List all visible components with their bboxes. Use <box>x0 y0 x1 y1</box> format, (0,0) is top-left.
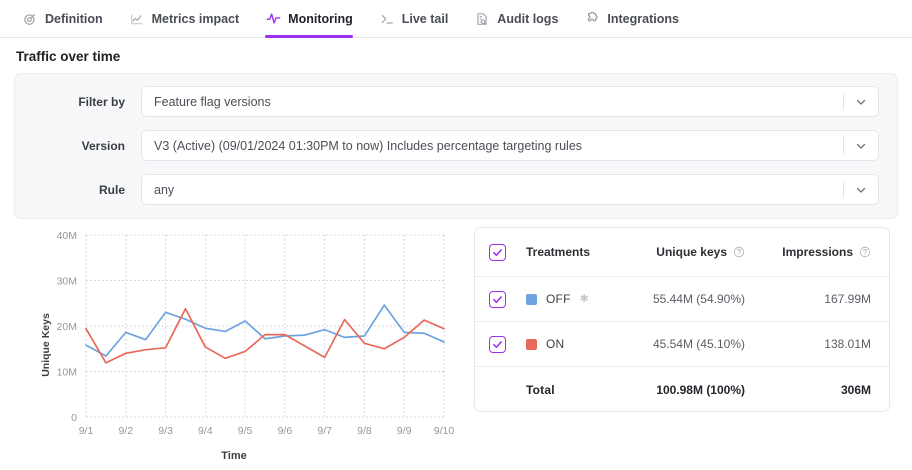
svg-text:9/7: 9/7 <box>317 425 332 437</box>
column-header-treatments: Treatments <box>526 245 591 259</box>
treatment-name: ON <box>546 337 565 351</box>
table-row[interactable]: OFF ✱ 55.44M (54.90%) 167.99M <box>475 277 889 322</box>
puzzle-icon <box>584 11 600 27</box>
filter-row-version: Version V3 (Active) (09/01/2024 01:30PM … <box>15 130 897 161</box>
version-select[interactable]: V3 (Active) (09/01/2024 01:30PM to now) … <box>141 130 879 161</box>
chevron-down-icon[interactable] <box>844 96 878 108</box>
document-search-icon <box>474 11 490 27</box>
unique-keys-value: 45.54M (45.10%) <box>652 337 745 351</box>
tab-label: Metrics impact <box>151 11 240 26</box>
svg-text:9/2: 9/2 <box>118 425 133 437</box>
chevron-down-icon[interactable] <box>844 184 878 196</box>
tab-label: Integrations <box>607 11 679 26</box>
tab-definition[interactable]: Definition <box>22 0 103 38</box>
svg-text:30M: 30M <box>57 275 77 287</box>
filter-row-rule: Rule any <box>15 174 897 205</box>
traffic-chart[interactable]: Unique Keys 0 10M 20M 30M 40M 9/1 9/2 9/3 9/4 9/5… <box>0 227 468 462</box>
filter-panel: Filter by Feature flag versions Version … <box>14 73 898 219</box>
svg-text:9/5: 9/5 <box>238 425 253 437</box>
impressions-value: 167.99M <box>824 292 871 306</box>
tab-monitoring[interactable]: Monitoring <box>265 0 353 38</box>
divider <box>843 181 844 198</box>
divider <box>843 137 844 154</box>
total-impressions: 306M <box>840 382 871 397</box>
terminal-icon <box>379 11 395 27</box>
filter-by-select[interactable]: Feature flag versions <box>141 86 879 117</box>
rule-select[interactable]: any <box>141 174 879 205</box>
chart-and-legend: Unique Keys 0 10M 20M 30M 40M 9/1 9/2 9/3 9/4 9/5… <box>0 219 912 462</box>
tab-label: Audit logs <box>497 11 559 26</box>
filter-label: Filter by <box>78 94 125 109</box>
divider <box>843 93 844 110</box>
tab-bar: Definition Metrics impact Monitoring Liv… <box>0 0 912 38</box>
table-header-row: Treatments Unique keys Impressions <box>475 228 889 277</box>
page-title: Traffic over time <box>16 49 121 64</box>
line-chart-icon <box>129 11 145 27</box>
chevron-down-icon[interactable] <box>844 140 878 152</box>
svg-text:9/6: 9/6 <box>278 425 293 437</box>
svg-text:9/1: 9/1 <box>79 425 94 437</box>
svg-text:9/4: 9/4 <box>198 425 213 437</box>
tab-label: Live tail <box>401 11 449 26</box>
svg-text:10M: 10M <box>57 366 77 378</box>
svg-text:20M: 20M <box>57 321 77 333</box>
filter-label: Rule <box>98 182 125 197</box>
unique-keys-value: 55.44M (54.90%) <box>652 292 745 306</box>
tab-metrics-impact[interactable]: Metrics impact <box>129 0 240 38</box>
series-color-swatch-on <box>526 338 537 350</box>
treatments-table: Treatments Unique keys Impressions <box>474 227 890 412</box>
svg-text:9/10: 9/10 <box>434 425 455 437</box>
svg-text:0: 0 <box>71 412 77 424</box>
tab-label: Monitoring <box>288 11 353 26</box>
chart-plot: 0 10M 20M 30M 40M 9/1 9/2 9/3 9/4 9/5 9/6 9/7 9/8 9/9… <box>57 230 455 437</box>
column-header-impressions: Impressions <box>782 245 853 259</box>
tab-live-tail[interactable]: Live tail <box>379 0 449 38</box>
filter-by-value: Feature flag versions <box>154 94 271 109</box>
total-unique-keys: 100.98M (100%) <box>656 382 745 397</box>
impressions-value: 138.01M <box>824 337 871 351</box>
treatment-name: OFF <box>546 292 571 306</box>
row-checkbox-on[interactable] <box>489 335 506 353</box>
row-checkbox-off[interactable] <box>489 290 506 308</box>
table-total-row: Total 100.98M (100%) 306M <box>475 367 889 411</box>
tab-audit-logs[interactable]: Audit logs <box>474 0 558 38</box>
rule-value: any <box>154 182 175 197</box>
column-header-unique-keys: Unique keys <box>656 245 727 259</box>
tab-label: Definition <box>45 11 103 26</box>
svg-text:9/3: 9/3 <box>158 425 173 437</box>
tab-integrations[interactable]: Integrations <box>584 0 679 38</box>
total-label: Total <box>526 382 555 397</box>
filter-label: Version <box>81 138 125 153</box>
pulse-icon <box>265 11 281 27</box>
filter-row-filter-by: Filter by Feature flag versions <box>15 86 897 117</box>
series-color-swatch-off <box>526 293 537 305</box>
question-circle-icon[interactable] <box>733 246 745 258</box>
question-circle-icon[interactable] <box>859 246 871 258</box>
target-icon <box>22 11 38 27</box>
svg-text:9/9: 9/9 <box>397 425 412 437</box>
version-value: V3 (Active) (09/01/2024 01:30PM to now) … <box>154 138 583 153</box>
select-all-checkbox[interactable] <box>489 243 506 261</box>
svg-text:40M: 40M <box>57 230 77 242</box>
default-treatment-star-icon: ✱ <box>579 292 589 305</box>
table-row[interactable]: ON 45.54M (45.10%) 138.01M <box>475 322 889 367</box>
svg-text:9/8: 9/8 <box>357 425 372 437</box>
chart-x-axis-label: Time <box>221 450 247 462</box>
